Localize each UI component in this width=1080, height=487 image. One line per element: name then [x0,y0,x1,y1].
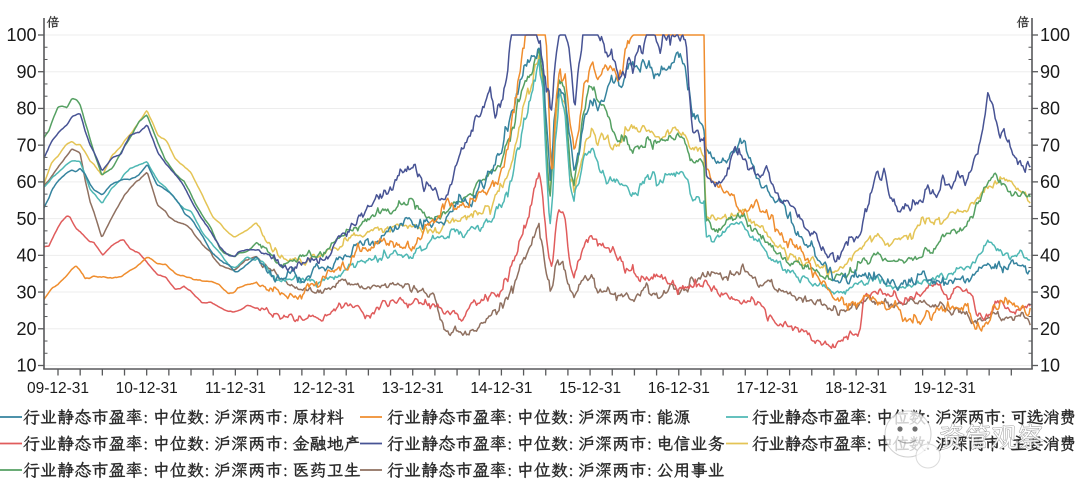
svg-text:20: 20 [16,319,36,339]
svg-text:18-12-31: 18-12-31 [825,380,887,397]
svg-text:50: 50 [16,209,36,229]
svg-text:15-12-31: 15-12-31 [559,380,621,397]
svg-text:10: 10 [1040,356,1060,376]
svg-text:100: 100 [6,25,36,45]
svg-text:11-12-31: 11-12-31 [205,380,266,397]
svg-text:90: 90 [16,62,36,82]
svg-text:10: 10 [16,356,36,376]
svg-text:40: 40 [16,246,36,266]
svg-text:100: 100 [1040,25,1070,45]
svg-text:70: 70 [16,135,36,155]
svg-text:19-12-31: 19-12-31 [914,380,976,397]
svg-text:60: 60 [16,172,36,192]
svg-text:80: 80 [16,99,36,119]
svg-text:09-12-31: 09-12-31 [27,380,89,397]
svg-text:17-12-31: 17-12-31 [736,380,798,397]
svg-text:40: 40 [1040,246,1060,266]
svg-text:70: 70 [1040,135,1060,155]
svg-text:50: 50 [1040,209,1060,229]
svg-text:16-12-31: 16-12-31 [648,380,710,397]
svg-text:12-12-31: 12-12-31 [293,380,355,397]
svg-text:20: 20 [1040,319,1060,339]
svg-text:30: 30 [16,282,36,302]
svg-text:30: 30 [1040,282,1060,302]
svg-text:60: 60 [1040,172,1060,192]
svg-text:10-12-31: 10-12-31 [116,380,178,397]
svg-text:13-12-31: 13-12-31 [382,380,444,397]
svg-text:14-12-31: 14-12-31 [470,380,532,397]
svg-text:90: 90 [1040,62,1060,82]
svg-text:80: 80 [1040,99,1060,119]
